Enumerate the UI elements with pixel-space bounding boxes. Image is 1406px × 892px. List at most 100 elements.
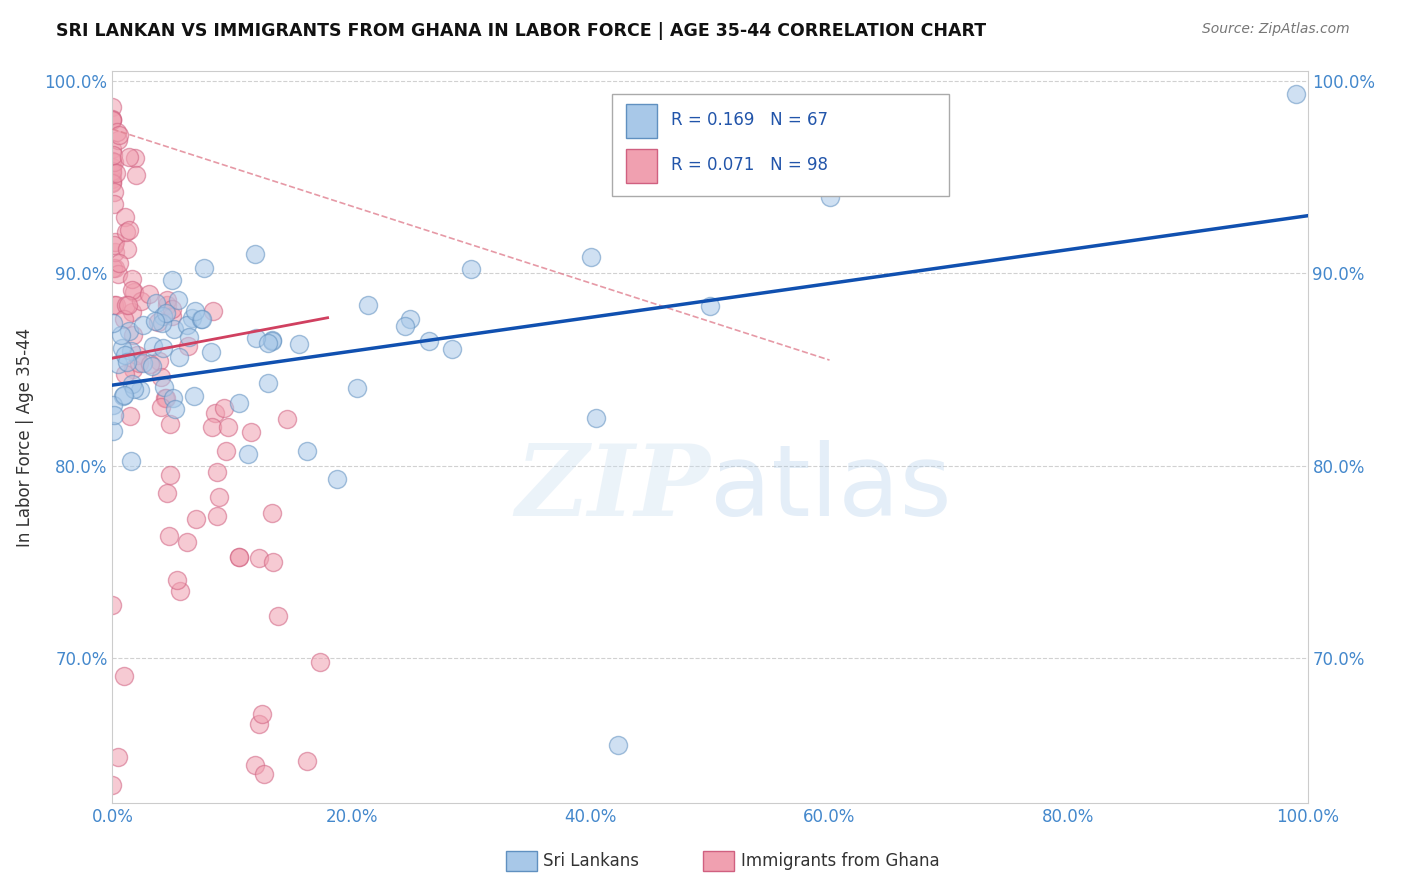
- Point: [162, 273, 184, 287]
- Point: [155, 392, 177, 406]
- Point: [159, 417, 181, 432]
- Point: [101, 425, 124, 439]
- Point: [131, 355, 153, 369]
- Point: [346, 381, 368, 395]
- Point: [101, 100, 124, 114]
- Point: [253, 767, 276, 781]
- Point: [295, 754, 318, 768]
- Point: [176, 535, 198, 549]
- Point: [101, 154, 124, 169]
- Point: [207, 466, 229, 480]
- Point: [101, 176, 124, 190]
- Point: [190, 311, 212, 326]
- Point: [184, 512, 207, 526]
- Point: [150, 316, 173, 330]
- Point: [176, 339, 198, 353]
- Point: [101, 112, 124, 127]
- Point: [132, 318, 155, 333]
- Point: [247, 717, 270, 731]
- Point: [114, 210, 136, 224]
- Point: [243, 247, 266, 261]
- Point: [257, 376, 280, 390]
- Point: [262, 555, 284, 569]
- Point: [166, 574, 188, 588]
- Point: [177, 329, 200, 343]
- Point: [818, 190, 841, 204]
- Point: [297, 443, 319, 458]
- Point: [108, 128, 131, 143]
- Point: [217, 419, 239, 434]
- Point: [101, 160, 124, 174]
- Point: [101, 166, 124, 180]
- Point: [399, 311, 422, 326]
- Point: [115, 354, 138, 368]
- Point: [103, 197, 125, 211]
- Point: [149, 369, 172, 384]
- Point: [121, 377, 143, 392]
- Point: [205, 508, 228, 523]
- Point: [125, 348, 148, 362]
- Point: [200, 345, 222, 359]
- Point: [146, 315, 169, 329]
- Point: [201, 420, 224, 434]
- Point: [121, 272, 143, 286]
- Point: [112, 389, 135, 403]
- Point: [115, 242, 138, 256]
- Point: [101, 147, 124, 161]
- Point: [159, 468, 181, 483]
- Point: [101, 317, 124, 331]
- Point: [104, 235, 127, 249]
- Point: [121, 283, 143, 297]
- Point: [152, 309, 174, 323]
- Point: [107, 267, 129, 281]
- Point: [114, 367, 136, 381]
- Point: [240, 425, 263, 439]
- Point: [245, 330, 267, 344]
- Point: [101, 175, 124, 189]
- Point: [111, 342, 134, 356]
- Text: Source: ZipAtlas.com: Source: ZipAtlas.com: [1202, 22, 1350, 37]
- Point: [155, 391, 177, 405]
- Point: [152, 379, 174, 393]
- Point: [121, 305, 143, 319]
- Point: [208, 490, 231, 504]
- Point: [418, 334, 440, 349]
- Point: [441, 343, 464, 357]
- Point: [262, 334, 284, 348]
- Point: [128, 356, 150, 370]
- Point: [394, 318, 416, 333]
- Point: [103, 185, 125, 199]
- Point: [262, 333, 284, 347]
- Point: [163, 322, 186, 336]
- Point: [155, 306, 177, 320]
- Point: [110, 328, 132, 343]
- Point: [114, 312, 136, 326]
- Point: [579, 250, 602, 264]
- Point: [169, 583, 191, 598]
- Point: [131, 293, 153, 308]
- Point: [118, 324, 141, 338]
- Text: Immigrants from Ghana: Immigrants from Ghana: [741, 852, 939, 870]
- Point: [176, 318, 198, 332]
- Point: [156, 486, 179, 500]
- Point: [212, 401, 235, 416]
- Y-axis label: In Labor Force | Age 35-44: In Labor Force | Age 35-44: [15, 327, 34, 547]
- Point: [247, 550, 270, 565]
- Point: [103, 237, 125, 252]
- Point: [160, 302, 183, 317]
- Point: [156, 293, 179, 308]
- Point: [191, 312, 214, 326]
- Point: [122, 327, 145, 342]
- Point: [699, 299, 721, 313]
- Point: [122, 382, 145, 396]
- Point: [124, 151, 146, 165]
- Point: [228, 550, 250, 565]
- Point: [122, 285, 145, 299]
- Point: [326, 472, 349, 486]
- Point: [1285, 87, 1308, 102]
- Point: [101, 778, 124, 792]
- Point: [260, 506, 283, 520]
- Point: [117, 297, 139, 311]
- Point: [141, 359, 163, 373]
- Point: [108, 256, 131, 270]
